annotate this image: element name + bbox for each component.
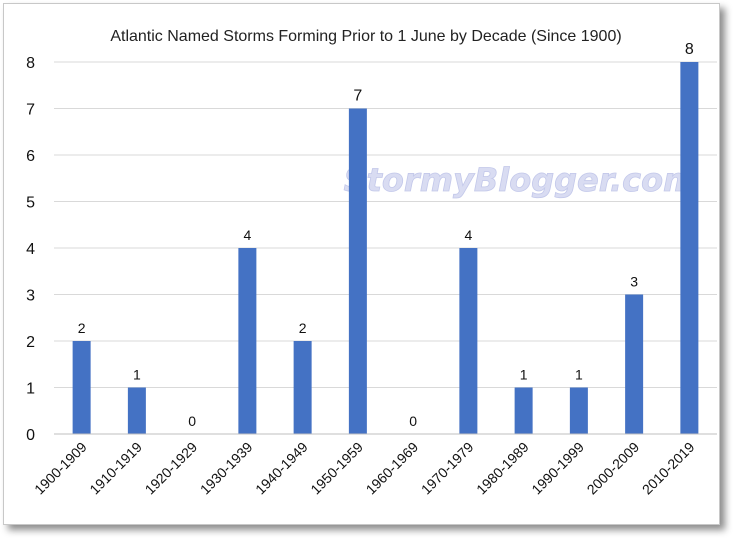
bar (127, 387, 146, 434)
x-tick-label: 1930-1939 (197, 439, 256, 498)
watermark: StormyBlogger.com (344, 161, 697, 199)
x-axis-ticks: 1900-19091910-19191920-19291930-19391940… (31, 439, 698, 498)
bar (514, 387, 533, 434)
data-label: 4 (464, 227, 472, 243)
bars (72, 62, 699, 434)
bar (569, 387, 588, 434)
bar (293, 341, 312, 434)
x-tick-label: 1920-1929 (142, 439, 201, 498)
bar (625, 294, 644, 434)
x-tick-label: 1980-1989 (473, 439, 532, 498)
data-labels: 2 1 0 4 2 7 0 4 1 1 3 8 (78, 41, 694, 429)
data-label: 3 (630, 274, 638, 290)
data-label: 1 (133, 367, 141, 383)
bar (680, 62, 699, 434)
y-tick-label: 7 (26, 102, 35, 119)
bar (72, 341, 91, 434)
x-tick-label: 1950-1959 (307, 439, 366, 498)
y-axis-ticks: 0 1 2 3 4 5 6 7 8 (26, 55, 35, 444)
data-label: 8 (685, 41, 694, 58)
gridlines (54, 61, 717, 388)
y-tick-label: 3 (26, 288, 35, 305)
chart-title: Atlantic Named Storms Forming Prior to 1… (110, 28, 621, 45)
data-label: 7 (353, 88, 362, 105)
y-tick-label: 4 (26, 241, 35, 258)
data-label: 0 (409, 413, 417, 429)
x-tick-label: 2010-2019 (639, 439, 698, 498)
data-label: 1 (520, 367, 528, 383)
data-label: 2 (78, 320, 86, 336)
x-tick-label: 1910-1919 (86, 439, 145, 498)
y-tick-label: 6 (26, 148, 35, 165)
x-tick-label: 1990-1999 (528, 439, 587, 498)
x-tick-label: 1940-1949 (252, 439, 311, 498)
data-label: 2 (299, 320, 307, 336)
data-label: 4 (243, 227, 251, 243)
y-tick-label: 0 (26, 427, 35, 444)
x-tick-label: 1970-1979 (418, 439, 477, 498)
bar (459, 248, 478, 434)
y-tick-label: 5 (26, 195, 35, 212)
bar (238, 248, 257, 434)
y-tick-label: 1 (26, 381, 35, 398)
x-tick-label: 1960-1969 (363, 439, 422, 498)
chart-frame: Atlantic Named Storms Forming Prior to 1… (3, 3, 720, 525)
x-tick-label: 1900-1909 (31, 439, 90, 498)
data-label: 1 (575, 367, 583, 383)
x-tick-label: 2000-2009 (584, 439, 643, 498)
bar (348, 108, 367, 434)
data-label: 0 (188, 413, 196, 429)
bar-chart: Atlantic Named Storms Forming Prior to 1… (26, 28, 717, 498)
y-tick-label: 8 (26, 55, 35, 72)
y-tick-label: 2 (26, 334, 35, 351)
